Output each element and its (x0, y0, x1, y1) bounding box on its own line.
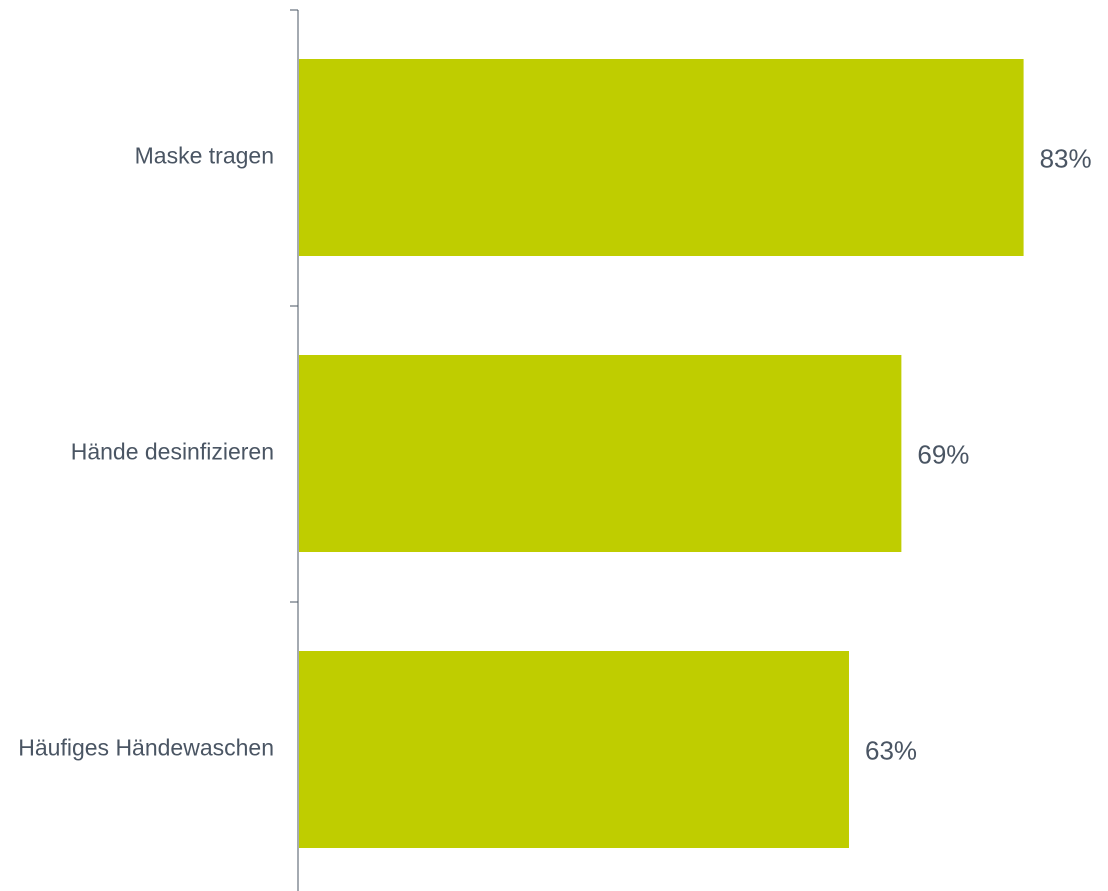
data-label: 69% (917, 439, 969, 469)
category-label: Hände desinfizieren (71, 439, 274, 465)
category-label: Häufiges Händewaschen (18, 735, 274, 761)
bars (299, 59, 1024, 848)
data-label: 83% (1040, 143, 1092, 173)
bar (299, 59, 1024, 256)
category-axis (290, 10, 298, 891)
data-label: 63% (865, 735, 917, 765)
category-label: Maske tragen (135, 143, 274, 169)
bar (299, 651, 849, 848)
bar (299, 355, 901, 552)
